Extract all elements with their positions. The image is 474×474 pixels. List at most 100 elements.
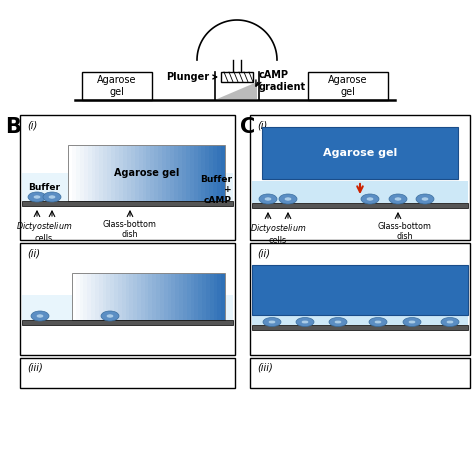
Ellipse shape [48, 195, 55, 199]
Bar [172, 273, 176, 320]
Ellipse shape [394, 197, 401, 201]
Ellipse shape [369, 318, 387, 327]
Text: Buffer: Buffer [28, 182, 60, 191]
Bar [179, 273, 183, 320]
Ellipse shape [268, 320, 275, 324]
Text: Agarose
gel: Agarose gel [328, 75, 368, 97]
Ellipse shape [389, 194, 407, 204]
Bar [110, 273, 115, 320]
Bar [87, 273, 91, 320]
Text: cAMP
gradient: cAMP gradient [259, 70, 306, 91]
Bar [218, 273, 222, 320]
Bar [22, 201, 233, 206]
Ellipse shape [259, 194, 277, 204]
Ellipse shape [28, 192, 46, 202]
Ellipse shape [421, 197, 428, 201]
Bar [187, 273, 191, 320]
Bar [118, 273, 122, 320]
Bar [210, 273, 214, 320]
Bar [221, 145, 226, 201]
Ellipse shape [301, 320, 309, 324]
Ellipse shape [441, 318, 459, 327]
Bar [129, 273, 134, 320]
Bar [123, 145, 128, 201]
Bar [126, 273, 130, 320]
Bar [119, 145, 123, 201]
Ellipse shape [329, 318, 347, 327]
Bar [198, 273, 202, 320]
Bar [114, 273, 118, 320]
Bar [72, 273, 76, 320]
Ellipse shape [43, 192, 61, 202]
Bar [102, 273, 107, 320]
Bar [217, 145, 221, 201]
Bar [221, 273, 226, 320]
Ellipse shape [374, 320, 382, 324]
Bar [148, 273, 153, 320]
Bar [308, 72, 388, 100]
Bar [158, 145, 163, 201]
Bar [252, 265, 468, 315]
Ellipse shape [416, 194, 434, 204]
Ellipse shape [31, 311, 49, 321]
Bar [252, 325, 468, 330]
Ellipse shape [296, 318, 314, 327]
Bar [95, 145, 100, 201]
Bar [221, 72, 253, 82]
Bar [162, 145, 167, 201]
Ellipse shape [264, 197, 272, 201]
Text: Agarose gel: Agarose gel [323, 148, 397, 158]
Bar [133, 273, 137, 320]
Bar [88, 145, 92, 201]
Bar [205, 145, 210, 201]
Bar [68, 145, 225, 201]
Ellipse shape [361, 194, 379, 204]
Bar [210, 145, 214, 201]
Bar [122, 273, 126, 320]
Bar [156, 273, 161, 320]
Text: Agarose
gel: Agarose gel [97, 75, 137, 97]
Bar [20, 115, 235, 240]
Bar [175, 273, 180, 320]
Bar [164, 273, 168, 320]
Text: (iii): (iii) [27, 363, 43, 373]
Bar [115, 145, 119, 201]
Text: $\it{Dictyostelium}$
cells: $\it{Dictyostelium}$ cells [250, 222, 306, 246]
Bar [250, 115, 470, 240]
Bar [20, 358, 235, 388]
Ellipse shape [33, 195, 41, 199]
Bar [20, 243, 235, 355]
Bar [76, 273, 80, 320]
Bar [22, 320, 233, 325]
Ellipse shape [106, 314, 114, 318]
Ellipse shape [284, 197, 292, 201]
Bar [141, 273, 145, 320]
Bar [100, 145, 104, 201]
Text: Glass-bottom
dish: Glass-bottom dish [378, 222, 432, 241]
Bar [76, 145, 80, 201]
Bar [150, 145, 155, 201]
Bar [139, 145, 143, 201]
Bar [72, 145, 76, 201]
Bar [103, 145, 108, 201]
Bar [201, 145, 206, 201]
Bar [170, 145, 174, 201]
Bar [145, 273, 149, 320]
Bar [262, 127, 458, 179]
Bar [174, 145, 178, 201]
Bar [193, 145, 198, 201]
Bar [91, 145, 96, 201]
Bar [252, 315, 468, 325]
Bar [83, 273, 88, 320]
Text: B: B [5, 117, 21, 137]
Bar [82, 72, 152, 100]
Bar [166, 145, 171, 201]
Bar [213, 145, 218, 201]
Bar [252, 181, 468, 203]
Bar [146, 145, 151, 201]
Bar [194, 273, 199, 320]
Ellipse shape [403, 318, 421, 327]
Bar [178, 145, 182, 201]
Bar [252, 203, 468, 208]
Bar [91, 273, 95, 320]
